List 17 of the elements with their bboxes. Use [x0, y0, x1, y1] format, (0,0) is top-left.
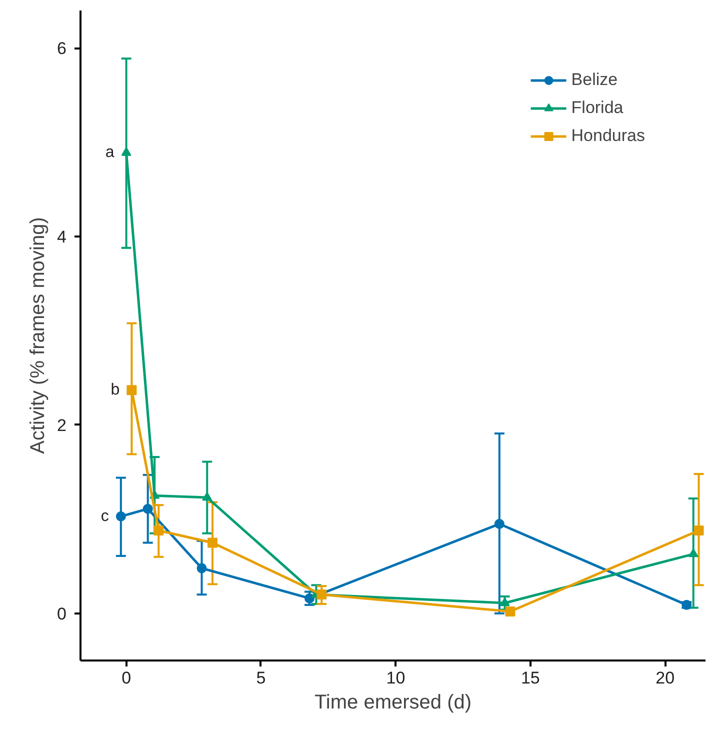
- annotation: c: [100, 508, 109, 525]
- x-tick-label: 20: [656, 668, 675, 688]
- x-tick-label: 10: [386, 668, 406, 688]
- legend-label: Florida: [571, 98, 624, 118]
- x-tick-label: 0: [122, 668, 132, 688]
- y-tick-label: 2: [57, 416, 67, 435]
- legend-label: Belize: [571, 70, 618, 90]
- y-tick-label: 6: [57, 39, 67, 58]
- annotation: b: [110, 382, 120, 399]
- annotation: a: [105, 144, 114, 162]
- x-axis-title: Time emersed (d): [314, 692, 472, 714]
- y-tick-label: 0: [57, 604, 67, 624]
- y-axis-title: Activity (% frames moving): [27, 217, 50, 454]
- x-tick-label: 5: [256, 668, 266, 688]
- x-tick-label: 15: [520, 668, 540, 688]
- y-tick-label: 4: [57, 228, 67, 247]
- legend-label: Honduras: [571, 126, 645, 146]
